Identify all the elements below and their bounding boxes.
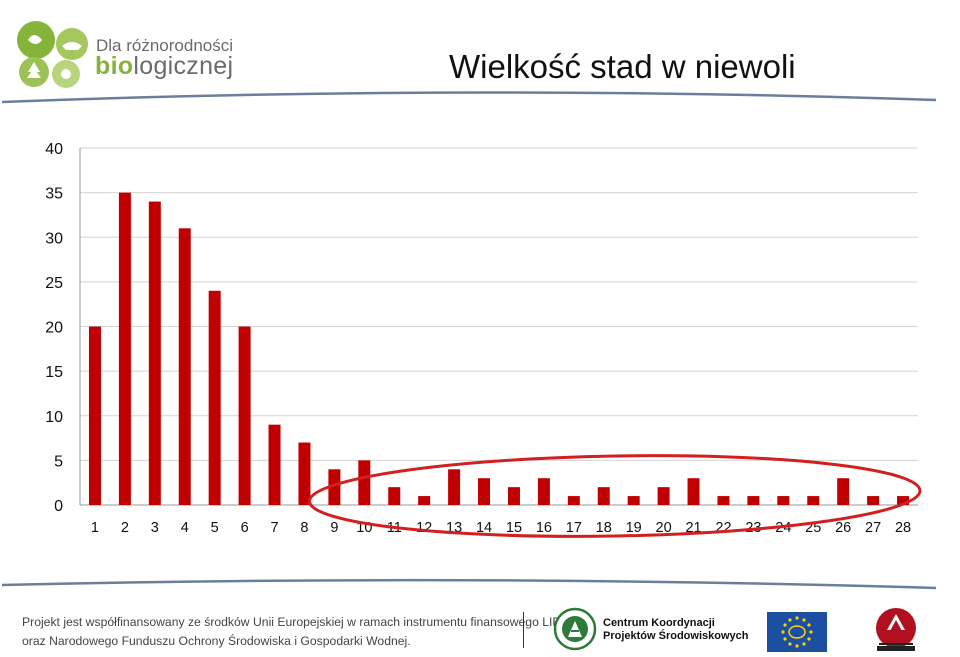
nfosigw-logo-icon — [876, 608, 916, 651]
highlight-ellipse — [307, 454, 922, 538]
bar — [298, 442, 311, 505]
bar — [627, 496, 640, 505]
bar — [897, 496, 910, 505]
y-axis-ticks: 0 5 10 15 20 25 30 35 40 — [45, 141, 63, 515]
x-tick-label: 1 — [91, 520, 99, 536]
bar — [388, 487, 401, 505]
logo-text-bio: bio — [95, 52, 134, 80]
bar — [807, 496, 820, 505]
bar — [777, 496, 790, 505]
x-tick-label: 18 — [596, 520, 612, 536]
biodiversity-emblem-icon — [17, 21, 88, 88]
bar — [507, 487, 520, 505]
x-tick-label: 3 — [151, 520, 159, 536]
logo-text-logicznej: logicznej — [133, 52, 234, 80]
y-tick-label: 25 — [45, 275, 63, 292]
y-tick-label: 40 — [45, 141, 63, 158]
bar — [567, 496, 580, 505]
logo-dla-roznorodnosci — [14, 18, 254, 90]
bar — [837, 478, 850, 505]
x-tick-label: 5 — [211, 520, 219, 536]
footer-divider-curve — [1, 578, 937, 590]
x-tick-label: 14 — [476, 520, 492, 536]
x-tick-label: 27 — [865, 520, 881, 536]
footer-line-1: Projekt jest współfinansowany ze środków… — [22, 615, 576, 629]
bar — [208, 290, 221, 505]
x-tick-label: 20 — [656, 520, 672, 536]
x-tick-label: 28 — [895, 520, 911, 536]
bar — [478, 478, 491, 505]
bar — [268, 424, 281, 505]
x-tick-label: 22 — [715, 520, 731, 536]
bar — [118, 192, 131, 505]
y-tick-label: 0 — [54, 498, 63, 515]
x-axis-ticks: 1 2 3 4 5 6 7 8 9 10 11 12 13 14 15 16 17 18 19 20 21 22 23 24 2… — [91, 520, 911, 536]
bar — [328, 469, 341, 505]
footer-line-2: oraz Narodowego Funduszu Ochrony Środowi… — [22, 634, 411, 648]
bar — [687, 478, 700, 505]
x-tick-label: 19 — [626, 520, 642, 536]
header-divider-curve — [1, 91, 937, 104]
x-tick-label: 17 — [566, 520, 582, 536]
ckps-logo-text: Centrum Koordynacji Projektów Środowisko… — [603, 617, 748, 643]
bar — [537, 478, 550, 505]
x-tick-label: 12 — [416, 520, 432, 536]
x-tick-label: 26 — [835, 520, 851, 536]
bar — [597, 487, 610, 505]
x-tick-label: 8 — [300, 520, 308, 536]
x-tick-label: 15 — [506, 520, 522, 536]
lasy-panstwowe-logo-icon — [553, 607, 597, 651]
footer-separator — [523, 612, 524, 648]
bar — [747, 496, 760, 505]
x-tick-label: 7 — [270, 520, 278, 536]
bar — [867, 496, 880, 505]
eu-life-logo-icon — [767, 612, 827, 652]
ckps-line-2: Projektów Środowiskowych — [603, 630, 749, 642]
bar — [178, 228, 191, 505]
y-tick-label: 35 — [45, 186, 63, 203]
logo-text-line1: Dla różnorodności — [96, 36, 234, 55]
y-tick-label: 30 — [45, 230, 63, 247]
bar — [88, 326, 101, 505]
bar — [238, 326, 251, 505]
x-tick-label: 2 — [121, 520, 129, 536]
gridlines — [79, 147, 918, 506]
slide-title: Wielkość stad w niewoli — [449, 48, 796, 85]
logo-text-line2: biologicznej — [95, 52, 233, 81]
bar — [448, 469, 461, 505]
bar — [657, 487, 670, 505]
highlight-layer — [307, 454, 922, 538]
x-tick-label: 9 — [330, 520, 338, 536]
y-tick-label: 10 — [45, 409, 63, 426]
x-tick-label: 16 — [536, 520, 552, 536]
y-tick-label: 15 — [45, 364, 63, 381]
bar — [717, 496, 730, 505]
y-tick-label: 20 — [45, 320, 63, 337]
ckps-line-1: Centrum Koordynacji — [603, 617, 715, 629]
x-tick-label: 4 — [181, 520, 189, 536]
bar — [358, 460, 371, 505]
footer-funding-text: Projekt jest współfinansowany ze środków… — [22, 613, 575, 651]
bar — [418, 496, 431, 505]
bars — [88, 192, 910, 506]
x-tick-label: 6 — [241, 520, 249, 536]
bar — [148, 201, 161, 506]
y-tick-label: 5 — [54, 453, 63, 470]
